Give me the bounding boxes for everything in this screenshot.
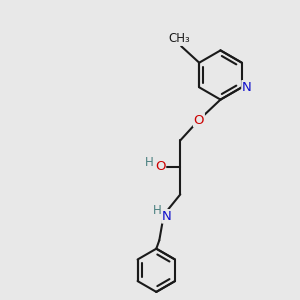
Text: O: O bbox=[155, 160, 166, 173]
Text: O: O bbox=[194, 113, 204, 127]
Text: N: N bbox=[242, 81, 252, 94]
Text: H: H bbox=[153, 204, 162, 217]
Text: CH₃: CH₃ bbox=[169, 32, 190, 45]
Text: N: N bbox=[162, 210, 172, 223]
Text: H: H bbox=[144, 156, 153, 170]
